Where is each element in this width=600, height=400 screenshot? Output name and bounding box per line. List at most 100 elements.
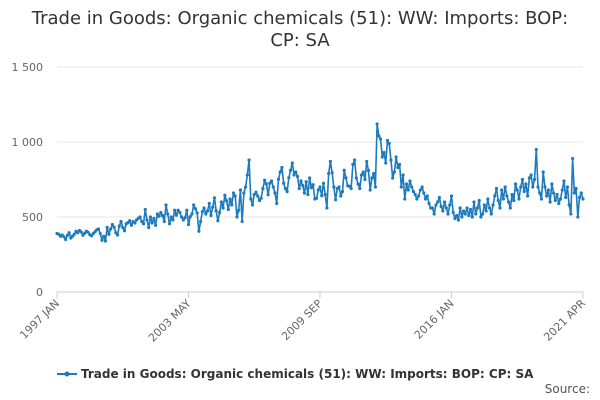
data-point[interactable] xyxy=(207,201,211,206)
data-point[interactable] xyxy=(212,196,217,200)
data-point[interactable] xyxy=(263,178,267,182)
data-point[interactable] xyxy=(420,185,424,189)
data-point[interactable] xyxy=(501,197,506,201)
data-point[interactable] xyxy=(290,161,294,165)
data-point[interactable] xyxy=(221,206,225,210)
data-point[interactable] xyxy=(337,185,341,189)
data-point[interactable] xyxy=(474,212,478,216)
data-point[interactable] xyxy=(349,186,353,191)
data-point[interactable] xyxy=(318,185,322,189)
data-point[interactable] xyxy=(141,222,146,226)
data-point[interactable] xyxy=(512,198,516,203)
data-point[interactable] xyxy=(562,179,566,183)
data-point[interactable] xyxy=(344,176,348,180)
data-point[interactable] xyxy=(529,173,533,177)
data-point[interactable] xyxy=(166,212,170,216)
data-point[interactable] xyxy=(396,165,400,170)
data-point[interactable] xyxy=(133,221,137,225)
data-point[interactable] xyxy=(543,185,547,189)
data-point[interactable] xyxy=(332,185,336,189)
data-point[interactable] xyxy=(276,177,281,181)
data-point[interactable] xyxy=(347,184,352,188)
data-point[interactable] xyxy=(209,213,213,218)
data-point[interactable] xyxy=(378,137,383,141)
legend-label[interactable]: Trade in Goods: Organic chemicals (51): … xyxy=(81,367,534,381)
data-point[interactable] xyxy=(282,181,286,185)
data-point[interactable] xyxy=(417,194,421,198)
data-point[interactable] xyxy=(288,168,293,172)
data-point[interactable] xyxy=(519,185,523,189)
data-point[interactable] xyxy=(192,203,196,207)
data-point[interactable] xyxy=(541,170,545,174)
data-point[interactable] xyxy=(503,185,507,189)
data-point[interactable] xyxy=(340,189,345,194)
data-point[interactable] xyxy=(171,218,175,222)
data-point[interactable] xyxy=(226,207,230,212)
data-point[interactable] xyxy=(576,215,580,219)
data-point[interactable] xyxy=(129,223,133,227)
data-point[interactable] xyxy=(211,205,215,209)
data-point[interactable] xyxy=(494,186,499,191)
data-point[interactable] xyxy=(458,206,462,210)
data-point[interactable] xyxy=(301,183,305,188)
data-point[interactable] xyxy=(425,194,429,198)
data-point[interactable] xyxy=(532,177,537,182)
data-point[interactable] xyxy=(321,181,326,185)
data-point[interactable] xyxy=(309,186,313,190)
data-point[interactable] xyxy=(415,197,419,201)
data-point[interactable] xyxy=(531,185,535,189)
data-point[interactable] xyxy=(154,223,158,227)
data-point[interactable] xyxy=(517,197,521,201)
data-point[interactable] xyxy=(152,216,156,221)
data-point[interactable] xyxy=(553,198,557,203)
data-point[interactable] xyxy=(564,195,568,200)
data-point[interactable] xyxy=(292,173,296,177)
data-point[interactable] xyxy=(465,206,469,210)
data-point[interactable] xyxy=(114,231,118,235)
data-point[interactable] xyxy=(223,193,227,197)
data-point[interactable] xyxy=(550,182,554,186)
data-point[interactable] xyxy=(449,194,454,198)
data-point[interactable] xyxy=(294,170,298,174)
data-point[interactable] xyxy=(397,162,402,167)
data-point[interactable] xyxy=(545,194,549,198)
data-point[interactable] xyxy=(160,213,165,218)
data-point[interactable] xyxy=(442,200,447,204)
data-point[interactable] xyxy=(567,203,571,207)
data-point[interactable] xyxy=(250,203,255,207)
data-point[interactable] xyxy=(159,210,163,215)
data-point[interactable] xyxy=(520,177,525,182)
data-point[interactable] xyxy=(413,192,417,197)
data-point[interactable] xyxy=(384,161,388,165)
data-point[interactable] xyxy=(264,182,268,186)
data-point[interactable] xyxy=(375,122,379,126)
data-point[interactable] xyxy=(423,197,428,201)
data-point[interactable] xyxy=(451,210,455,215)
data-point[interactable] xyxy=(354,176,358,180)
data-point[interactable] xyxy=(467,213,471,218)
data-point[interactable] xyxy=(197,229,201,233)
data-point[interactable] xyxy=(406,188,410,192)
data-point[interactable] xyxy=(496,198,500,203)
data-point[interactable] xyxy=(259,196,263,200)
data-point[interactable] xyxy=(174,213,178,217)
data-point[interactable] xyxy=(306,192,310,197)
data-point[interactable] xyxy=(498,206,502,210)
data-point[interactable] xyxy=(404,182,409,186)
data-point[interactable] xyxy=(228,197,232,201)
data-point[interactable] xyxy=(370,176,374,180)
data-point[interactable] xyxy=(244,185,248,189)
data-point[interactable] xyxy=(500,188,504,192)
data-point[interactable] xyxy=(257,198,262,203)
data-point[interactable] xyxy=(237,208,241,212)
data-point[interactable] xyxy=(162,219,166,224)
data-point[interactable] xyxy=(359,173,364,177)
data-point[interactable] xyxy=(453,216,457,221)
data-point[interactable] xyxy=(179,215,184,219)
data-point[interactable] xyxy=(240,219,244,224)
data-point[interactable] xyxy=(569,212,573,216)
data-point[interactable] xyxy=(110,222,114,227)
data-point[interactable] xyxy=(185,208,189,212)
data-point[interactable] xyxy=(261,186,265,191)
data-point[interactable] xyxy=(148,215,153,219)
